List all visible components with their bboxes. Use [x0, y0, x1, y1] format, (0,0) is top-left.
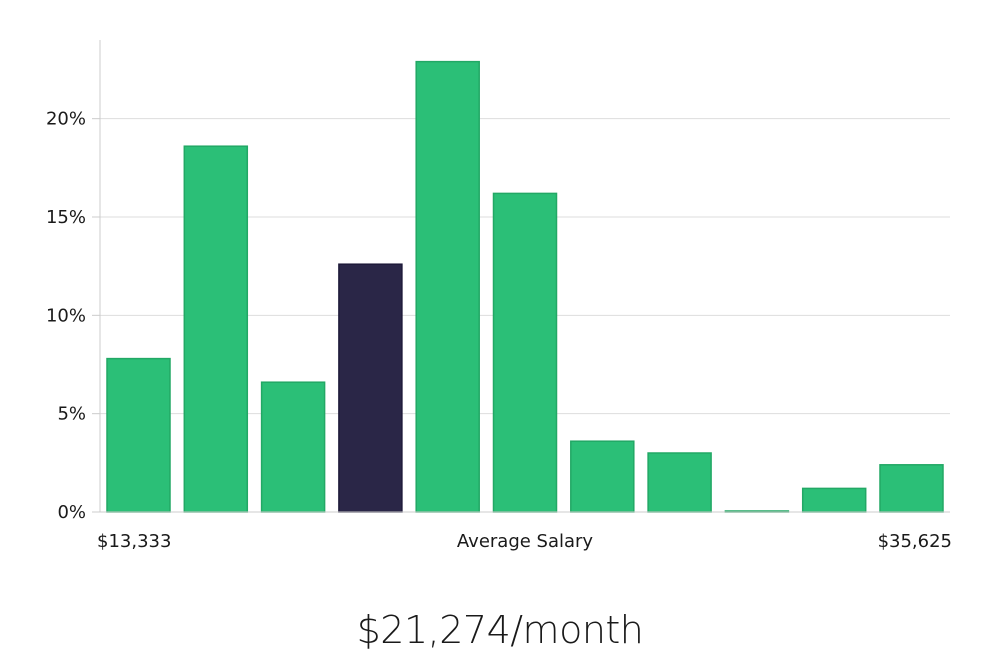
- x-max-label: $35,625: [878, 531, 952, 552]
- bar: [879, 464, 944, 513]
- bar-highlighted: [338, 263, 403, 513]
- bars: [106, 60, 944, 513]
- salary-histogram: 0% 5% 10% 15% 20% $13,333 Average Salary $35…: [46, 40, 952, 552]
- y-tick-label: 15%: [46, 207, 86, 228]
- bar: [647, 452, 712, 513]
- bar: [183, 145, 249, 513]
- x-axis-title: Average Salary: [457, 531, 594, 552]
- y-tick-label: 20%: [46, 109, 86, 130]
- bar: [260, 381, 326, 513]
- average-salary-headline: $21,274/month: [356, 608, 644, 652]
- y-tick-labels: 0% 5% 10% 15% 20%: [46, 109, 100, 523]
- bar: [106, 357, 171, 513]
- y-tick-label: 10%: [46, 305, 86, 326]
- y-tick-label: 0%: [57, 502, 86, 523]
- bar: [801, 487, 867, 513]
- bar: [415, 60, 480, 513]
- y-tick-label: 5%: [57, 404, 86, 425]
- bar: [492, 192, 558, 513]
- bar: [570, 440, 635, 513]
- x-min-label: $13,333: [97, 531, 171, 552]
